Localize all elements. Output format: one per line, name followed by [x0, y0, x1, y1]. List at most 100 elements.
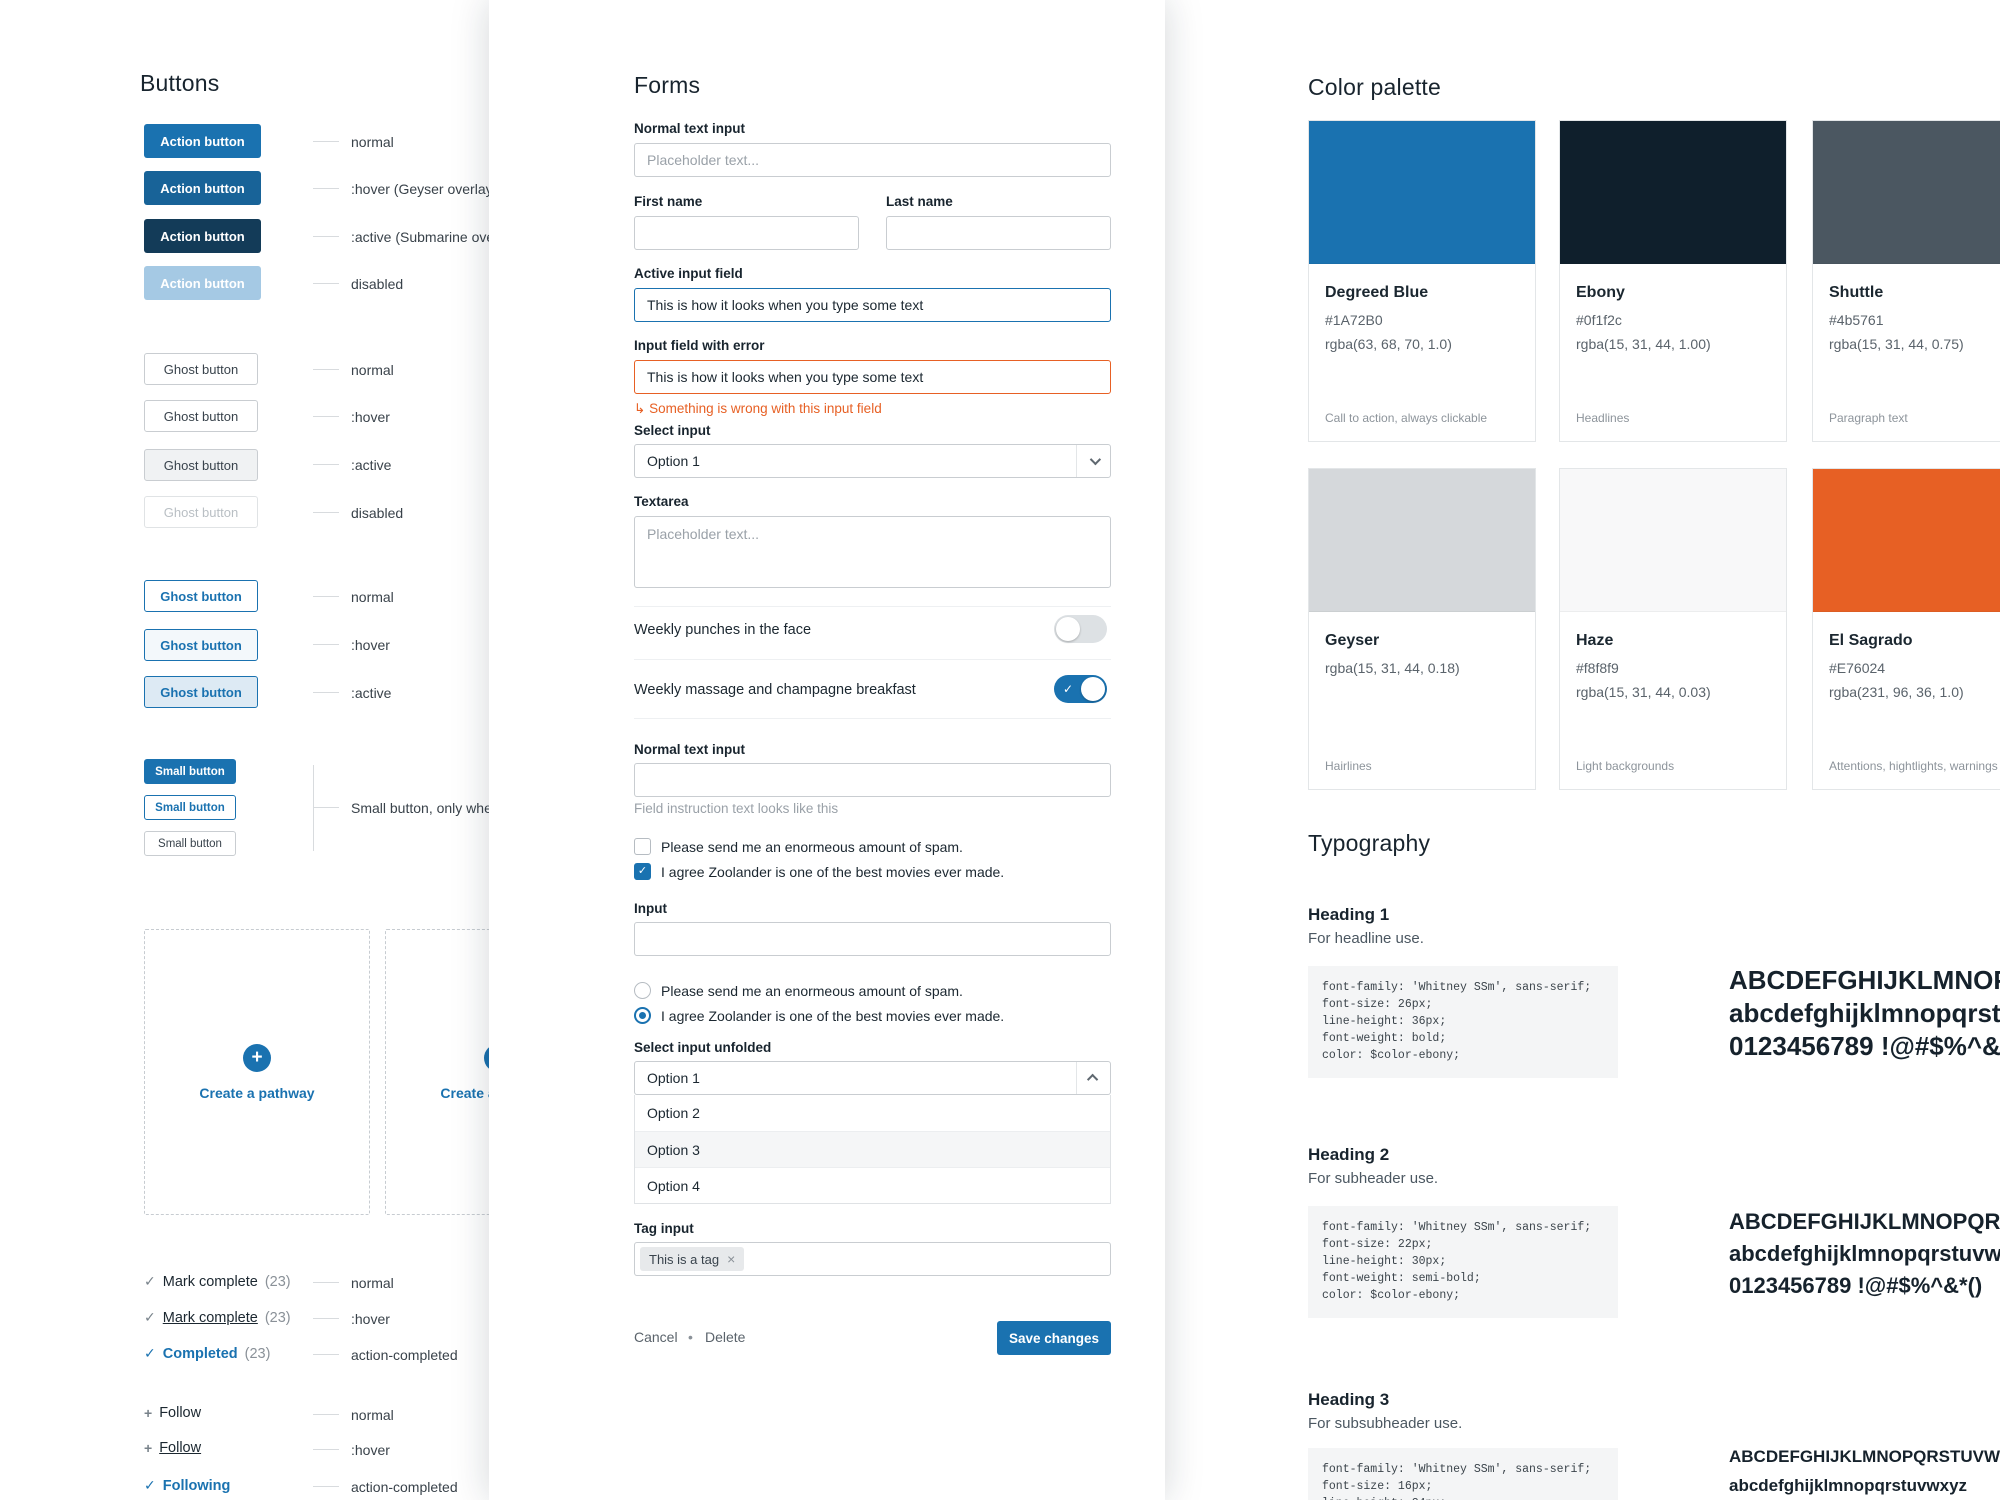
blue-ghost-button-normal[interactable]: Ghost button — [144, 580, 258, 612]
checkbox-spam-label: Please send me an enormeous amount of sp… — [661, 839, 963, 855]
cancel-link[interactable]: Cancel — [634, 1329, 678, 1345]
delete-link[interactable]: Delete — [705, 1329, 746, 1345]
color-name: Haze — [1576, 632, 1614, 649]
error-input-field[interactable] — [634, 360, 1111, 394]
chevron-down-icon — [1076, 445, 1110, 477]
annotation-label: normal — [351, 134, 394, 150]
select-option-2[interactable]: Option 2 — [647, 1105, 700, 1121]
radio-spam[interactable] — [634, 982, 651, 999]
annotation-bracket-line — [313, 765, 314, 851]
specimen-lowercase: abcdefghijklmnopqrstuvwxyz — [1729, 1476, 1968, 1495]
action-button-normal[interactable]: Action button — [144, 124, 261, 158]
action-button-disabled[interactable]: Action button — [144, 266, 261, 300]
mark-complete-action-hover[interactable]: ✓ Mark complete (23) — [144, 1309, 291, 1326]
color-rgba: rgba(15, 31, 44, 0.03) — [1576, 684, 1711, 700]
follow-action-hover[interactable]: + Follow — [144, 1440, 201, 1456]
instructed-input-field[interactable] — [634, 763, 1111, 797]
annotation-label: Small button, only when — [351, 800, 500, 816]
active-input-label: Active input field — [634, 266, 743, 281]
specimen-lowercase: abcdefghijklmnopqrstuvwxyz — [1729, 998, 2000, 1028]
first-name-field[interactable] — [634, 216, 859, 250]
heading2-css-snippet: font-family: 'Whitney SSm', sans-serif; … — [1308, 1206, 1618, 1318]
mark-complete-action-completed[interactable]: ✓ Completed (23) — [144, 1345, 270, 1362]
plus-icon: + — [144, 1405, 153, 1421]
divider — [634, 606, 1111, 607]
annotation-label: disabled — [351, 276, 404, 292]
action-label: Following — [162, 1477, 231, 1494]
last-name-label: Last name — [886, 194, 953, 209]
create-pathway-label: Create a pathway — [199, 1084, 315, 1101]
buttons-section-title: Buttons — [140, 70, 220, 96]
heading1-specimen: ABCDEFGHIJKLMNOPQRSTUVWXYZ abcdefghijklm… — [1729, 964, 2000, 1063]
action-button-active[interactable]: Action button — [144, 219, 261, 253]
color-hex: #4b5761 — [1829, 312, 1884, 328]
action-count: (23) — [264, 1309, 291, 1326]
annotation-line — [313, 283, 339, 284]
select-input-label: Select input — [634, 423, 711, 438]
normal-text-input[interactable] — [634, 143, 1111, 177]
select-value: Option 1 — [647, 453, 700, 469]
follow-action-normal[interactable]: + Follow — [144, 1405, 201, 1421]
checkbox-spam[interactable] — [634, 838, 651, 855]
last-name-field[interactable] — [886, 216, 1111, 250]
ghost-button-normal[interactable]: Ghost button — [144, 353, 258, 385]
ghost-button-disabled[interactable]: Ghost button — [144, 496, 258, 528]
heading1-css-snippet: font-family: 'Whitney SSm', sans-serif; … — [1308, 966, 1618, 1078]
color-hex: #1A72B0 — [1325, 312, 1383, 328]
select-option-3[interactable]: Option 3 — [635, 1131, 1110, 1167]
select-input[interactable]: Option 1 — [634, 444, 1111, 478]
annotation-label: normal — [351, 362, 394, 378]
action-count: (23) — [244, 1345, 271, 1362]
save-changes-button[interactable]: Save changes — [997, 1321, 1111, 1355]
annotation-label: :hover — [351, 409, 390, 425]
heading3-use: For subsubheader use. — [1308, 1415, 1463, 1432]
plus-circle-icon: + — [243, 1043, 271, 1072]
ghost-button-hover[interactable]: Ghost button — [144, 400, 258, 432]
divider — [634, 718, 1111, 719]
ghost-button-active[interactable]: Ghost button — [144, 449, 258, 481]
plain-input-field[interactable] — [634, 922, 1111, 956]
annotation-line — [313, 596, 339, 597]
select-input-unfolded[interactable]: Option 1 — [634, 1061, 1111, 1095]
annotation-label: :hover (Geyser overlay) — [351, 181, 498, 197]
small-button-ghost-blue[interactable]: Small button — [144, 795, 236, 820]
annotation-label: :active — [351, 457, 392, 473]
follow-action-completed[interactable]: ✓ Following — [144, 1477, 230, 1494]
heading1-use: For headline use. — [1308, 930, 1424, 947]
toggle-weekly-massage[interactable]: ✓ — [1054, 675, 1107, 703]
radio-zoolander[interactable] — [634, 1007, 651, 1024]
textarea-field[interactable] — [634, 516, 1111, 588]
tag-chip[interactable]: This is a tag × — [640, 1247, 745, 1271]
heading2-specimen: ABCDEFGHIJKLMNOPQRSTUVWXYZ abcdefghijklm… — [1729, 1206, 2000, 1302]
radio-spam-label: Please send me an enormeous amount of sp… — [661, 983, 963, 999]
blue-ghost-button-hover[interactable]: Ghost button — [144, 629, 258, 661]
annotation-line — [313, 1318, 339, 1319]
color-swatch — [1813, 469, 2000, 612]
color-card-el-sagrado: El Sagrado #E76024 rgba(231, 96, 36, 1.0… — [1812, 468, 2000, 790]
tag-input-label: Tag input — [634, 1221, 694, 1236]
toggle-weekly-punches[interactable] — [1054, 615, 1107, 643]
annotation-line — [313, 1354, 339, 1355]
chevron-up-icon — [1076, 1062, 1110, 1094]
annotation-label: :active — [351, 685, 392, 701]
color-rgba: rgba(231, 96, 36, 1.0) — [1829, 684, 1964, 700]
color-name: Geyser — [1325, 632, 1380, 649]
small-button-ghost[interactable]: Small button — [144, 831, 236, 856]
annotation-line — [313, 236, 339, 237]
select-option-4[interactable]: Option 4 — [635, 1167, 1110, 1203]
create-pathway-card[interactable]: + Create a pathway — [144, 929, 370, 1215]
checkbox-zoolander[interactable]: ✓ — [634, 863, 651, 880]
action-button-hover[interactable]: Action button — [144, 171, 261, 205]
action-label: Completed — [162, 1345, 238, 1362]
textarea-label: Textarea — [634, 494, 689, 509]
annotation-label: :hover — [351, 1311, 390, 1327]
color-card-geyser: Geyser rgba(15, 31, 44, 0.18) Hairlines — [1308, 468, 1536, 790]
select-options-list: Option 2 Option 3 Option 4 — [634, 1095, 1111, 1204]
active-input-field[interactable] — [634, 288, 1111, 322]
small-button-primary[interactable]: Small button — [144, 759, 236, 784]
mark-complete-action-normal[interactable]: ✓ Mark complete (23) — [144, 1273, 291, 1290]
remove-tag-icon[interactable]: × — [727, 1251, 736, 1267]
tag-input[interactable]: This is a tag × — [634, 1242, 1111, 1276]
forms-section-title: Forms — [634, 72, 701, 98]
blue-ghost-button-active[interactable]: Ghost button — [144, 676, 258, 708]
